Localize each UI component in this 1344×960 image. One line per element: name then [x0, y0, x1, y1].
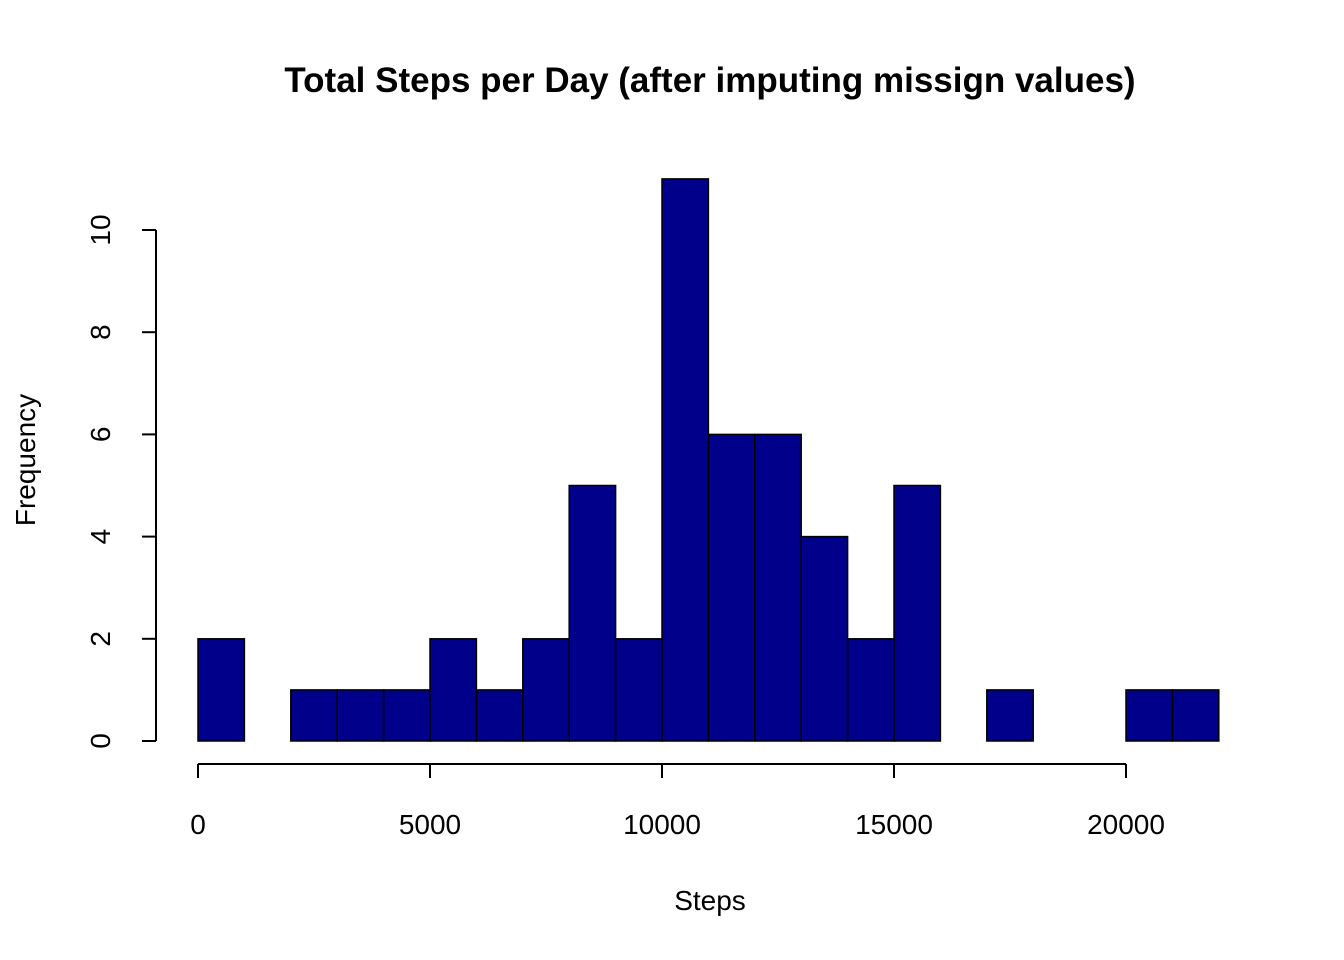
histogram-bar [661, 178, 710, 742]
histogram-bar [614, 638, 663, 742]
histogram-bar [846, 638, 895, 742]
histogram-bar [986, 689, 1034, 742]
x-tick-label: 5000 [399, 809, 461, 840]
y-tick-label: 4 [85, 529, 116, 545]
histogram-bar [1125, 689, 1174, 742]
histogram-bar [197, 638, 246, 742]
histogram-bar [429, 638, 478, 742]
y-tick-label: 8 [85, 324, 116, 340]
bars-group [197, 178, 1220, 742]
histogram-bar [290, 689, 338, 742]
chart-title: Total Steps per Day (after imputing miss… [284, 61, 1135, 100]
y-axis: 0 2 4 6 8 10 [85, 214, 157, 749]
histogram-bar [475, 689, 524, 742]
y-axis-label: Frequency [10, 394, 41, 526]
histogram-bar [1171, 689, 1220, 742]
histogram-bar [893, 484, 942, 742]
x-tick-label: 15000 [855, 809, 933, 840]
x-tick-label: 10000 [623, 809, 701, 840]
x-axis: 0 5000 10000 15000 20000 [190, 763, 1165, 840]
x-tick-label: 20000 [1087, 809, 1165, 840]
y-tick-label: 6 [85, 427, 116, 443]
y-tick-label: 2 [85, 631, 116, 647]
histogram-bar [382, 689, 431, 742]
histogram-bar [754, 433, 802, 742]
histogram-bar [522, 638, 570, 742]
histogram-bar [800, 535, 849, 742]
x-tick-label: 0 [190, 809, 206, 840]
y-tick-label: 0 [85, 733, 116, 749]
x-axis-label: Steps [674, 885, 746, 916]
histogram-bar [568, 484, 617, 742]
histogram-bar [336, 689, 385, 742]
histogram-bar [707, 433, 756, 742]
y-tick-label: 10 [85, 214, 116, 245]
